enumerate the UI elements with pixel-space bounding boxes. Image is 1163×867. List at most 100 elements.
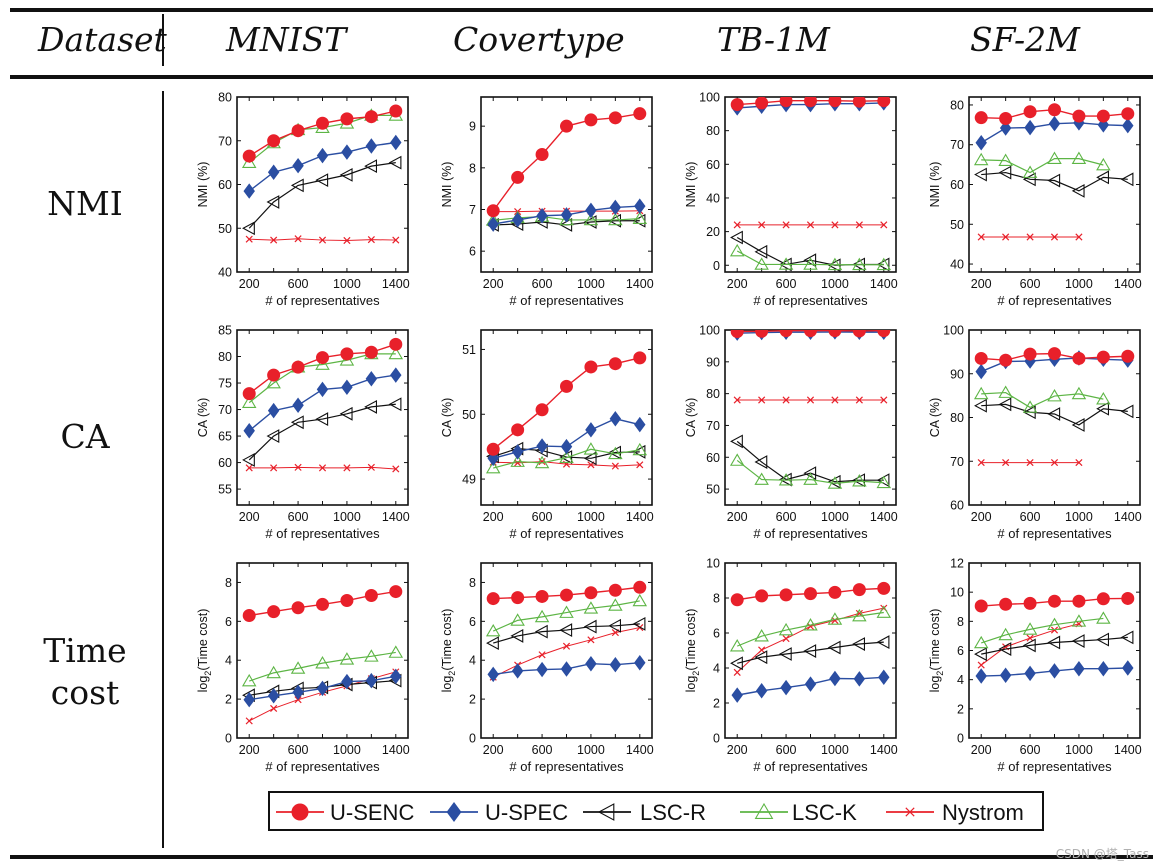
series-group [485,107,648,232]
y-tick-label: 70 [950,138,964,152]
series-u-senc [486,580,647,606]
point-lsc-r [1022,172,1036,187]
x-axis-label: # of representatives [997,759,1112,774]
point-u-spec [560,207,573,223]
point-lsc-k [973,386,989,400]
point-u-senc [316,351,329,365]
point-u-senc [560,379,573,393]
header-rule [10,75,1153,79]
series-line-lsc-r [736,236,884,266]
point-nystrom [245,717,253,725]
point-u-spec [316,680,329,697]
point-u-senc [877,581,891,595]
point-u-spec [292,397,304,414]
x-tick-label: 1400 [382,743,410,757]
point-lsc-k [1096,157,1111,171]
x-tick-label: 1400 [382,510,410,524]
point-nystrom [343,236,351,245]
point-lsc-r [974,167,987,182]
x-axis-label: # of representatives [265,526,380,541]
point-nystrom [758,396,766,404]
point-u-spec [634,198,646,214]
point-lsc-k [266,665,281,679]
legend-item-nystrom: Nystrom [886,800,1024,825]
y-tick-label: 0 [225,732,232,746]
chart-mnist-ca: 55 60 65 70 75 80 85 200 600 1000 1400# of represe… [196,324,410,542]
point-lsc-k [1047,151,1062,164]
point-u-spec [511,212,524,228]
x-axis-label: # of representatives [753,293,868,308]
point-u-spec [585,202,597,219]
point-lsc-k [827,257,843,271]
point-lsc-r [242,453,255,467]
point-u-senc [242,387,256,401]
point-u-spec [536,208,548,224]
point-lsc-k [510,613,525,626]
y-tick-label: 6 [469,615,476,629]
x-axis-label: # of representatives [997,293,1112,308]
point-u-senc [1096,109,1110,123]
y-tick-label: 0 [957,732,964,746]
legend-item-u-spec: U-SPEC [430,800,568,825]
x-tick-label: 1000 [577,743,605,757]
chart-covertype-ca: 49 50 51 200 600 1000 1400# of representatives… [440,329,654,541]
x-axis-label: # of representatives [265,759,380,774]
point-u-senc [755,589,769,603]
point-lsc-r [827,640,841,655]
x-tick-label: 600 [1020,277,1041,291]
y-axis-label: NMI (%) [684,162,698,208]
y-tick-label: 2 [469,693,476,707]
point-lsc-r [754,455,768,469]
point-lsc-k [608,598,623,611]
y-tick-label: 6 [469,245,476,259]
point-u-spec [316,147,329,164]
point-u-spec [267,402,280,419]
x-tick-label: 1000 [1065,277,1093,291]
point-lsc-r [1096,401,1110,416]
point-u-spec [829,670,841,687]
point-u-senc [560,119,573,133]
point-lsc-r [803,253,817,268]
series-line-nystrom [980,623,1080,666]
point-u-senc [340,347,354,361]
series-group [973,591,1135,684]
x-tick-label: 600 [532,510,553,524]
point-lsc-r [1071,634,1085,648]
chart-sf-2m-ca: 60 70 80 90 100 200 600 1000 1400# of representa… [928,324,1142,542]
y-tick-label: 0 [713,732,720,746]
x-tick-label: 200 [483,510,504,524]
point-u-senc [852,583,866,597]
point-u-spec [341,379,353,396]
point-lsc-k [729,639,745,652]
legend-items: U-SENC U-SPEC LSC-R LSC-K Nystrom [276,800,1024,825]
point-u-senc [584,113,598,127]
x-tick-label: 600 [1020,743,1041,757]
plot-frame [480,329,653,506]
series-line-lsc-r [981,171,1128,192]
point-u-spec [634,416,646,433]
point-lsc-r [510,628,524,643]
legend-item-u-senc: U-SENC [276,800,414,825]
legend-label: LSC-K [792,800,857,825]
y-tick-label: 10 [706,557,720,571]
point-nystrom [611,462,619,470]
y-tick-label: 4 [225,654,232,668]
y-axis-label: log2(Time cost) [928,609,945,693]
chart-tb-1m-nmi: 0 20 40 60 80 100 200 600 1000 1400# of represent… [684,91,898,309]
point-u-senc [389,585,403,599]
series-group [729,581,892,703]
header-col-sf2m: SF-2M [970,20,1080,59]
series-nystrom [733,396,888,404]
legend-marker-triangle-up [754,802,774,819]
y-tick-label: 51 [462,343,476,357]
x-tick-label: 1400 [626,510,654,524]
point-nystrom [514,459,522,467]
series-lsc-r [730,635,890,671]
point-u-senc [608,583,622,597]
chart-sf-2m-time-cost: 0 2 4 6 8 10 12 200 600 1000 1400# of representati… [928,557,1142,775]
point-u-senc [779,330,793,338]
point-lsc-r [583,451,597,466]
point-lsc-k [339,652,355,665]
series-lsc-k [241,645,404,687]
point-u-senc [1023,596,1037,610]
